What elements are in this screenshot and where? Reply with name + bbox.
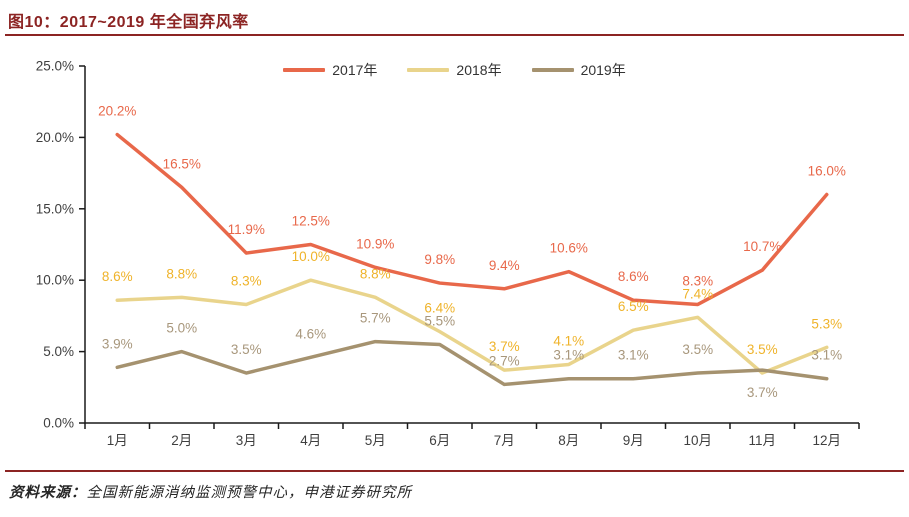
source-text: 全国新能源消纳监测预警中心，申港证券研究所: [86, 485, 412, 501]
x-category-label: 3月: [236, 433, 257, 448]
data-label-2018年: 8.8%: [360, 266, 391, 281]
data-label-2017年: 9.8%: [424, 252, 455, 267]
data-label-2017年: 16.0%: [808, 164, 846, 179]
data-label-2017年: 20.2%: [98, 104, 136, 119]
figure-title: 图10：2017~2019 年全国弃风率: [8, 14, 249, 31]
data-label-2019年: 2.7%: [489, 353, 520, 368]
y-tick-label: 5.0%: [43, 344, 74, 359]
series-line-2018年: [115, 278, 829, 375]
data-label-2018年: 5.3%: [811, 316, 842, 331]
legend-label-2017: 2017年: [332, 62, 378, 78]
legend-item-2017: 2017年: [283, 60, 377, 80]
legend-swatch-2017: [283, 68, 326, 72]
chart-legend: 2017年 2018年 2019年: [0, 60, 909, 80]
data-label-2018年: 4.1%: [553, 333, 584, 348]
y-tick-label: 0.0%: [43, 416, 74, 431]
data-label-2018年: 6.5%: [618, 299, 649, 314]
data-label-2017年: 12.5%: [292, 214, 330, 229]
y-tick-label: 20.0%: [36, 130, 74, 145]
data-label-2018年: 7.4%: [682, 286, 713, 301]
x-category-label: 12月: [812, 433, 841, 448]
source-line: 资料来源：全国新能源消纳监测预警中心，申港证券研究所: [9, 481, 412, 502]
series-line-2019年: [115, 339, 829, 387]
x-category-label: 8月: [558, 433, 579, 448]
data-label-2018年: 3.7%: [489, 339, 520, 354]
legend-swatch-2018: [407, 68, 450, 72]
legend-item-2018: 2018年: [407, 60, 502, 80]
data-label-2017年: 10.7%: [743, 239, 781, 254]
source-label: 资料来源：: [9, 485, 87, 501]
data-label-2019年: 3.5%: [682, 342, 713, 357]
footer-divider: [5, 470, 904, 472]
title-underline: [5, 34, 904, 36]
x-category-label: 11月: [748, 433, 776, 448]
data-label-2019年: 3.9%: [102, 336, 133, 351]
data-label-2017年: 9.4%: [489, 258, 520, 273]
data-label-2019年: 3.1%: [811, 348, 842, 363]
data-label-2017年: 8.6%: [618, 269, 649, 284]
x-category-label: 6月: [429, 433, 450, 448]
data-label-2018年: 8.8%: [166, 266, 197, 281]
y-tick-label: 25.0%: [36, 59, 74, 74]
data-label-2017年: 10.9%: [356, 236, 394, 251]
legend-label-2019: 2019年: [580, 62, 626, 78]
data-label-2019年: 3.5%: [231, 342, 262, 357]
data-label-2018年: 10.0%: [292, 249, 330, 264]
x-category-label: 1月: [107, 433, 128, 448]
data-label-2019年: 5.5%: [424, 313, 455, 328]
data-label-2018年: 3.5%: [747, 342, 778, 357]
data-label-2019年: 3.1%: [553, 348, 584, 363]
x-category-label: 2月: [171, 433, 192, 448]
data-label-2017年: 10.6%: [550, 241, 588, 256]
legend-label-2018: 2018年: [456, 62, 502, 78]
y-tick-label: 10.0%: [36, 273, 74, 288]
legend-item-2019: 2019年: [531, 60, 626, 80]
data-label-2019年: 3.7%: [747, 385, 778, 400]
x-category-label: 4月: [300, 433, 321, 448]
data-label-2019年: 5.0%: [166, 321, 197, 336]
x-category-label: 5月: [365, 433, 386, 448]
data-label-2019年: 5.7%: [360, 311, 391, 326]
data-label-2018年: 8.3%: [231, 273, 262, 288]
x-category-label: 7月: [494, 433, 515, 448]
data-label-2018年: 6.4%: [424, 301, 455, 316]
data-label-2018年: 8.6%: [102, 269, 133, 284]
data-label-2017年: 16.5%: [163, 156, 201, 171]
x-category-label: 9月: [623, 433, 644, 448]
data-label-2019年: 4.6%: [295, 326, 326, 341]
data-label-2019年: 3.1%: [618, 348, 649, 363]
data-label-2017年: 8.3%: [682, 273, 713, 288]
data-label-2017年: 11.9%: [228, 222, 265, 237]
y-tick-label: 15.0%: [36, 201, 74, 216]
legend-swatch-2019: [531, 68, 574, 72]
series-line-2017年: [115, 132, 829, 307]
x-category-label: 10月: [683, 433, 712, 448]
